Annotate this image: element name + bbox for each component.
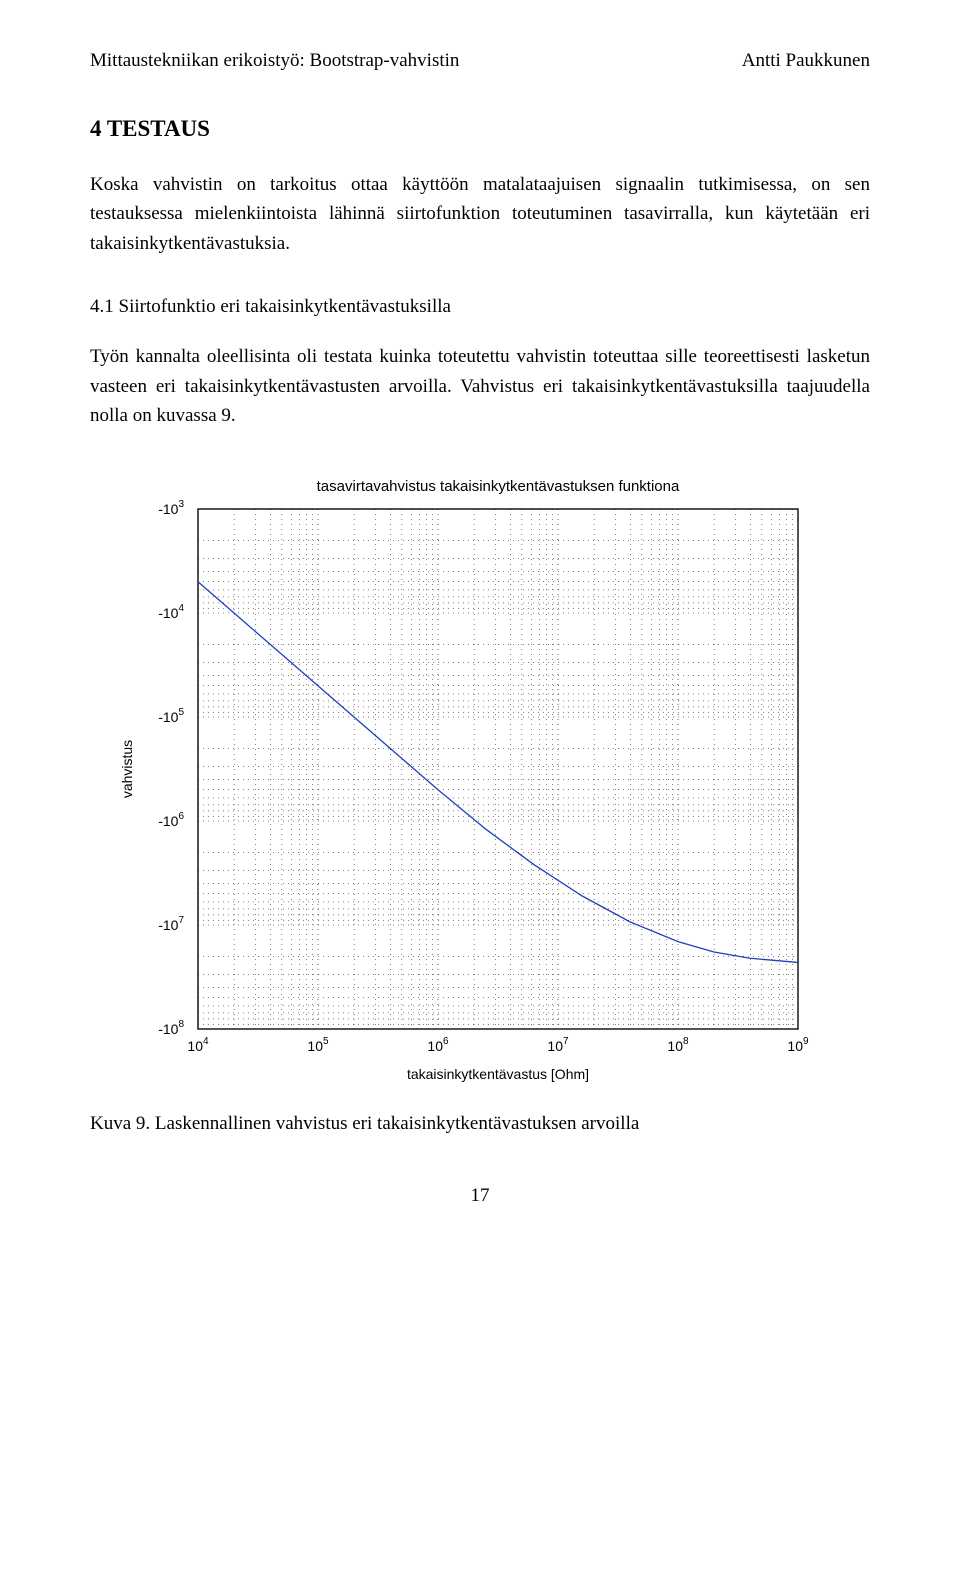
page-header: Mittaustekniikan erikoistyö: Bootstrap-v… (90, 50, 870, 72)
header-left: Mittaustekniikan erikoistyö: Bootstrap-v… (90, 50, 459, 72)
gain-chart: tasavirtavahvistus takaisinkytkentävastu… (110, 469, 850, 1089)
header-right: Antti Paukkunen (742, 50, 870, 72)
subsection-paragraph: Työn kannalta oleellisinta oli testata k… (90, 342, 870, 430)
svg-text:vahvistus: vahvistus (119, 739, 135, 797)
svg-text:tasavirtavahvistus takaisinkyt: tasavirtavahvistus takaisinkytkentävastu… (317, 478, 680, 495)
page-number: 17 (90, 1185, 870, 1207)
intro-paragraph: Koska vahvistin on tarkoitus ottaa käytt… (90, 170, 870, 258)
figure-caption: Kuva 9. Laskennallinen vahvistus eri tak… (90, 1113, 870, 1135)
chart-container: tasavirtavahvistus takaisinkytkentävastu… (110, 469, 850, 1089)
subsection-title: 4.1 Siirtofunktio eri takaisinkytkentäva… (90, 296, 870, 318)
section-title: 4 TESTAUS (90, 116, 870, 142)
page: Mittaustekniikan erikoistyö: Bootstrap-v… (0, 0, 960, 1247)
svg-text:takaisinkytkentävastus [Ohm]: takaisinkytkentävastus [Ohm] (407, 1066, 589, 1082)
